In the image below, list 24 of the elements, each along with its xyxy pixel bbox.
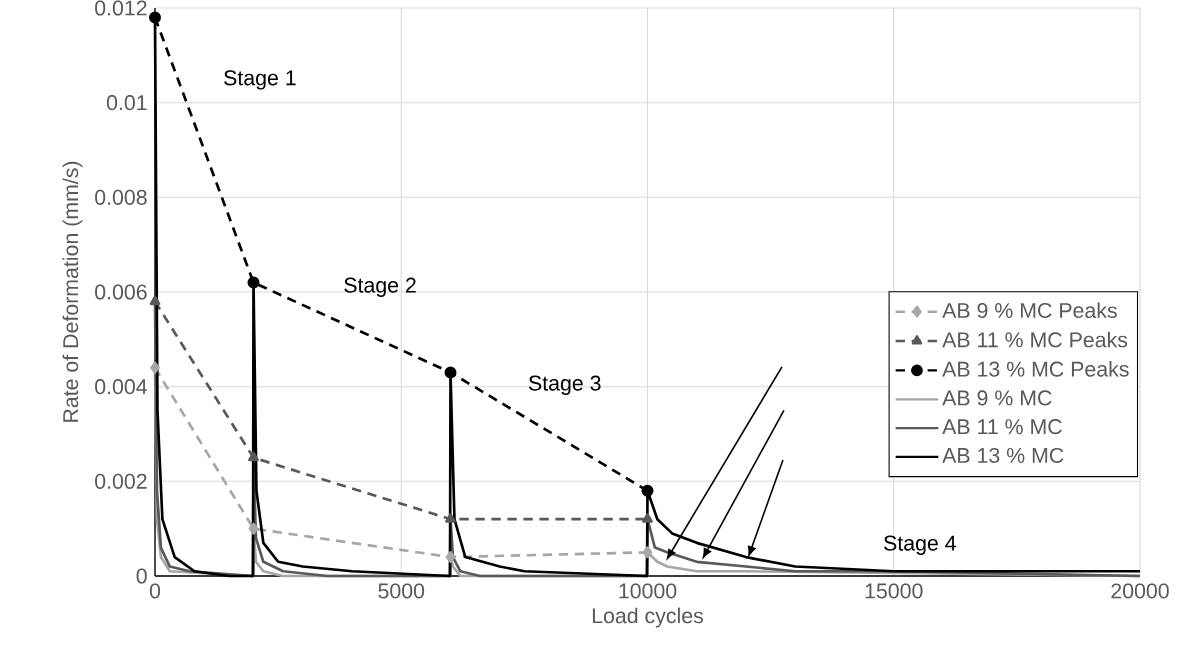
x-tick-label: 0 (149, 583, 161, 599)
legend-label: AB 9 % MC Peaks (942, 302, 1117, 319)
y-tick-label: 0 (136, 568, 147, 584)
annotation: Stage 1 (224, 70, 296, 90)
y-tick-label: 0.006 (95, 284, 147, 300)
legend-label: AB 9 % MC (942, 390, 1052, 406)
annotation: Stage 3 (528, 375, 601, 395)
annotation: Stage 4 (884, 535, 956, 555)
x-tick-label: 20000 (1111, 583, 1169, 599)
x-tick-label: 10000 (619, 583, 677, 599)
y-tick-label: 0.004 (95, 379, 147, 395)
x-tick-label: 15000 (865, 583, 923, 599)
x-tick-label: 5000 (378, 583, 425, 599)
y-axis-title: Rate of Deformation (mm/s) (62, 161, 83, 422)
annotation: Stage 2 (344, 277, 416, 297)
legend-label: AB 11 % MC Peaks (942, 331, 1128, 348)
y-tick-label: 0.012 (95, 0, 147, 16)
x-axis-title: Load cycles (592, 607, 704, 628)
y-tick-label: 0.008 (95, 189, 147, 205)
y-tick-label: 0.01 (106, 95, 147, 111)
y-tick-label: 0.002 (95, 473, 147, 489)
legend-label: AB 13 % MC Peaks (942, 361, 1129, 377)
legend-label: AB 13 % MC (942, 447, 1064, 463)
legend-label: AB 11 % MC (942, 419, 1062, 435)
